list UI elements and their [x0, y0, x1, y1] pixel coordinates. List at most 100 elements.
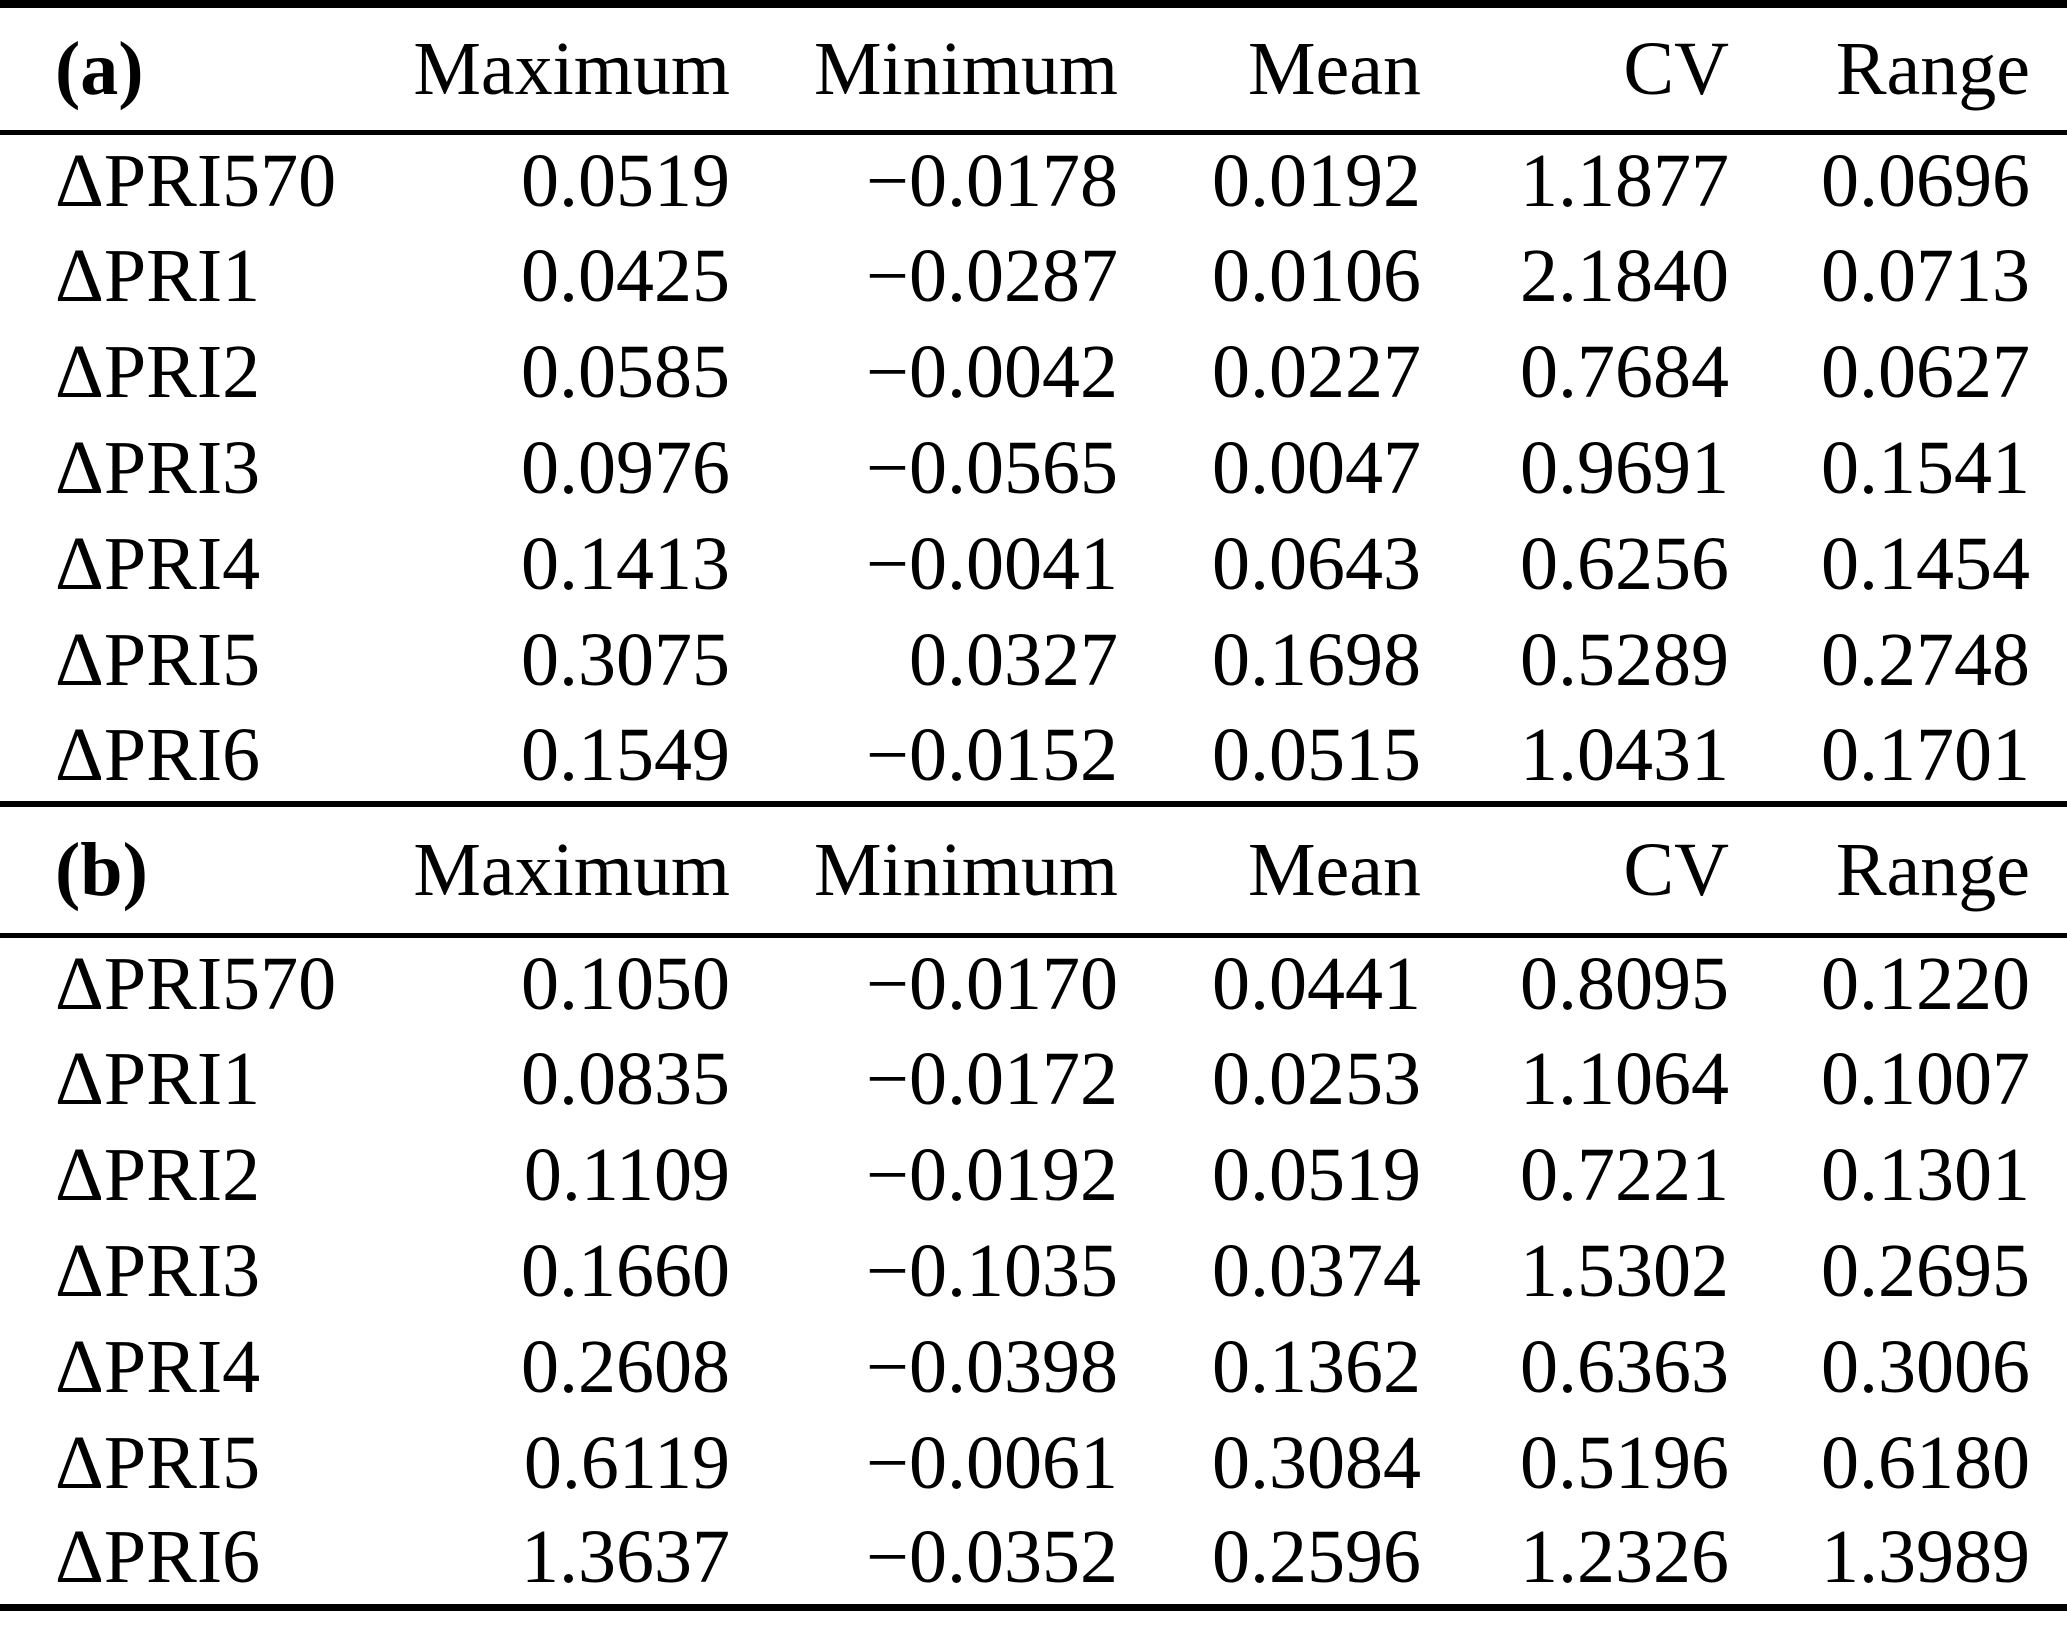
stats-table-a: (a) Maximum Minimum Mean CV Range ΔPRI57…: [0, 0, 2067, 807]
cell-value: 0.0835: [521, 1037, 730, 1121]
table-row: ΔPRI570 0.0519 −0.0178 0.0192 1.1877 0.0696: [0, 132, 2067, 228]
row-label: ΔPRI6: [55, 712, 261, 797]
cell-value: 0.1050: [521, 942, 730, 1027]
table-a-col-range: Range: [1835, 26, 2030, 111]
cell-value: 0.1362: [1212, 1325, 1421, 1409]
cell-value: −0.0042: [866, 330, 1118, 414]
cell-value: 0.1301: [1821, 1133, 2030, 1217]
cell-value: 0.0047: [1212, 426, 1421, 510]
cell-value: 1.5302: [1520, 1229, 1729, 1313]
row-label: ΔPRI4: [55, 1325, 261, 1409]
cell-value: 0.6180: [1821, 1421, 2030, 1505]
cell-value: 0.0441: [1212, 942, 1421, 1027]
cell-value: 0.1698: [1212, 618, 1421, 702]
table-row: ΔPRI3 0.0976 −0.0565 0.0047 0.9691 0.1541: [0, 420, 2067, 516]
cell-value: 0.0106: [1212, 234, 1421, 318]
cell-value: 0.0227: [1212, 330, 1421, 414]
cell-value: −0.0398: [866, 1325, 1118, 1409]
table-a-col-minimum: Minimum: [813, 26, 1118, 111]
cell-value: −0.0172: [866, 1037, 1118, 1121]
cell-value: 0.9691: [1520, 426, 1729, 510]
cell-value: 0.6119: [523, 1421, 730, 1505]
table-row: ΔPRI2 0.1109 −0.0192 0.0519 0.7221 0.1301: [0, 1127, 2067, 1223]
cell-value: 0.0519: [521, 139, 730, 224]
cell-value: 2.1840: [1520, 234, 1729, 318]
cell-value: 0.1549: [521, 712, 730, 797]
row-label: ΔPRI2: [55, 330, 261, 414]
stats-table-b: (b) Maximum Minimum Mean CV Range ΔPRI57…: [0, 807, 2067, 1611]
cell-value: 0.1007: [1821, 1037, 2030, 1121]
table-a-col-mean: Mean: [1247, 26, 1421, 111]
cell-value: −0.0287: [866, 234, 1118, 318]
table-b-col-maximum: Maximum: [413, 827, 730, 912]
row-label: ΔPRI5: [55, 618, 261, 702]
cell-value: −0.0565: [866, 426, 1118, 510]
cell-value: 0.2596: [1212, 1515, 1421, 1600]
cell-value: 0.0327: [909, 618, 1118, 702]
cell-value: 1.2326: [1520, 1515, 1729, 1600]
cell-value: 0.1701: [1821, 712, 2030, 797]
cell-value: 0.3084: [1212, 1421, 1421, 1505]
cell-value: 0.3075: [521, 618, 730, 702]
row-label: ΔPRI1: [55, 1037, 261, 1121]
table-a-header-row: (a) Maximum Minimum Mean CV Range: [0, 4, 2067, 132]
cell-value: 0.1109: [523, 1133, 730, 1217]
cell-value: 0.0374: [1212, 1229, 1421, 1313]
cell-value: 0.5289: [1520, 618, 1729, 702]
cell-value: 0.6256: [1520, 522, 1729, 606]
cell-value: −0.0152: [866, 712, 1118, 797]
cell-value: 0.0519: [1212, 1133, 1421, 1217]
table-a-panel-label: (a): [55, 26, 144, 111]
cell-value: −0.0041: [866, 522, 1118, 606]
cell-value: −0.0170: [866, 942, 1118, 1027]
cell-value: 0.1220: [1821, 942, 2030, 1027]
table-b-col-mean: Mean: [1247, 827, 1421, 912]
cell-value: 0.0643: [1212, 522, 1421, 606]
cell-value: 0.3006: [1821, 1325, 2030, 1409]
cell-value: 1.3989: [1821, 1515, 2030, 1600]
cell-value: 0.1541: [1821, 426, 2030, 510]
cell-value: 0.1454: [1821, 522, 2030, 606]
cell-value: −0.0352: [866, 1515, 1118, 1600]
row-label: ΔPRI6: [55, 1515, 261, 1600]
table-row: ΔPRI6 1.3637 −0.0352 0.2596 1.2326 1.3989: [0, 1511, 2067, 1607]
cell-value: 0.6363: [1520, 1325, 1729, 1409]
cell-value: 0.0713: [1821, 234, 2030, 318]
table-b-body: ΔPRI570 0.1050 −0.0170 0.0441 0.8095 0.1220 ΔP…: [0, 935, 2067, 1607]
cell-value: 0.0425: [521, 234, 730, 318]
cell-value: 1.1064: [1520, 1037, 1729, 1121]
table-b-header: (b) Maximum Minimum Mean CV Range: [0, 807, 2067, 935]
row-label: ΔPRI570: [55, 942, 337, 1027]
cell-value: 0.0253: [1212, 1037, 1421, 1121]
cell-value: 0.1660: [521, 1229, 730, 1313]
table-row: ΔPRI5 0.6119 −0.0061 0.3084 0.5196 0.6180: [0, 1415, 2067, 1511]
cell-value: 0.2695: [1821, 1229, 2030, 1313]
table-row: ΔPRI1 0.0425 −0.0287 0.0106 2.1840 0.0713: [0, 228, 2067, 324]
table-row: ΔPRI6 0.1549 −0.0152 0.0515 1.0431 0.1701: [0, 708, 2067, 804]
table-row: ΔPRI5 0.3075 0.0327 0.1698 0.5289 0.2748: [0, 612, 2067, 708]
table-row: ΔPRI4 0.2608 −0.0398 0.1362 0.6363 0.3006: [0, 1319, 2067, 1415]
table-b-panel-label: (b): [55, 827, 148, 912]
row-label: ΔPRI570: [55, 139, 337, 224]
cell-value: 0.2608: [521, 1325, 730, 1409]
cell-value: 0.1413: [521, 522, 730, 606]
cell-value: −0.0061: [866, 1421, 1118, 1505]
cell-value: 1.0431: [1520, 712, 1729, 797]
cell-value: 0.8095: [1520, 942, 1729, 1027]
cell-value: 0.0515: [1212, 712, 1421, 797]
cell-value: 0.7684: [1520, 330, 1729, 414]
table-row: ΔPRI2 0.0585 −0.0042 0.0227 0.7684 0.0627: [0, 324, 2067, 420]
cell-value: 0.0585: [521, 330, 730, 414]
cell-value: −0.0178: [866, 139, 1118, 224]
cell-value: 0.0192: [1212, 139, 1421, 224]
cell-value: 0.0627: [1821, 330, 2030, 414]
table-row: ΔPRI4 0.1413 −0.0041 0.0643 0.6256 0.1454: [0, 516, 2067, 612]
row-label: ΔPRI3: [55, 426, 261, 510]
table-row: ΔPRI570 0.1050 −0.0170 0.0441 0.8095 0.1220: [0, 935, 2067, 1031]
table-row: ΔPRI1 0.0835 −0.0172 0.0253 1.1064 0.1007: [0, 1031, 2067, 1127]
cell-value: 0.2748: [1821, 618, 2030, 702]
cell-value: −0.1035: [866, 1229, 1118, 1313]
cell-value: 1.3637: [521, 1515, 730, 1600]
cell-value: −0.0192: [866, 1133, 1118, 1217]
